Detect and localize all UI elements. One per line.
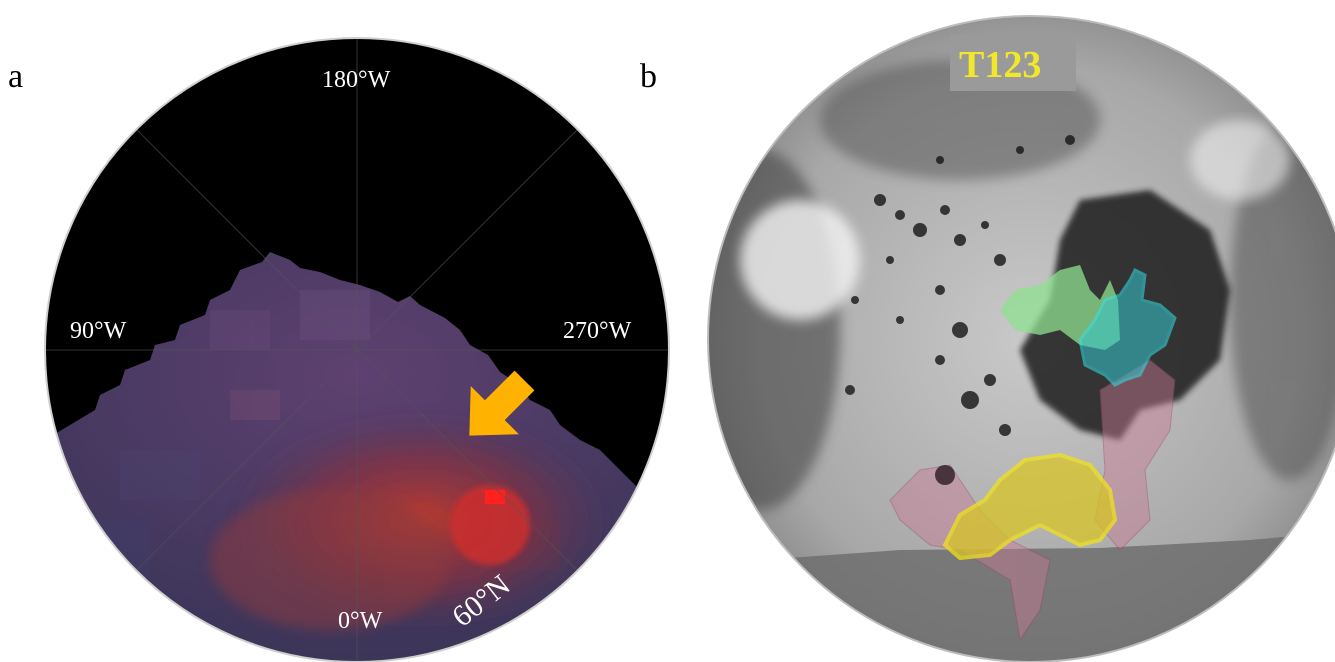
flyby-label: T123 — [959, 44, 1041, 86]
lon-label-270w: 270°W — [563, 318, 632, 344]
lon-label-180w: 180°W — [322, 67, 391, 93]
panel-a-bright-red-spot — [485, 490, 505, 504]
region-yellow — [942, 452, 1118, 561]
panel-b-letter: b — [640, 58, 657, 95]
region-cyan — [1078, 267, 1177, 387]
panel-b-radar-map: T123 — [707, 15, 1335, 662]
panel-a-polar-map: 180°W 90°W 270°W 0°W 60°N — [44, 37, 670, 662]
arrow-down-left-icon — [469, 370, 535, 436]
flyby-label-box — [950, 35, 1076, 91]
lon-label-90w: 90°W — [70, 318, 127, 344]
lon-label-0w: 0°W — [338, 608, 383, 634]
panel-a-letter: a — [8, 58, 24, 95]
